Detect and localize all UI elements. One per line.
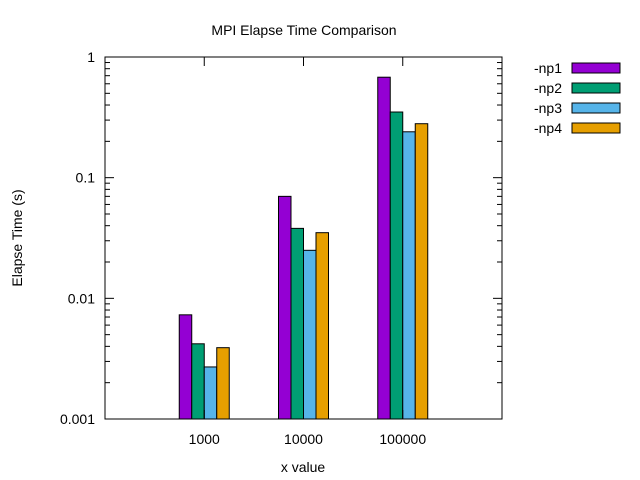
legend-label: -np1	[534, 60, 562, 76]
bars-group	[178, 76, 429, 420]
y-axis-ticks: 0.001 0.01 0.1 1	[60, 49, 502, 427]
y-tick-label: 0.01	[68, 290, 95, 306]
legend-label: -np2	[534, 80, 562, 96]
y-axis-label: Elapse Time (s)	[9, 189, 25, 286]
x-axis-label: x value	[281, 459, 326, 475]
y-tick-label: 1	[87, 49, 95, 65]
bar-np3-100000	[402, 131, 416, 420]
x-tick-label: 10000	[284, 431, 323, 447]
x-tick-label: 100000	[379, 431, 426, 447]
y-tick-label: 0.1	[76, 170, 96, 186]
bar-np4-1000	[216, 347, 230, 420]
legend-label: -np3	[534, 100, 562, 116]
bar-np1-1000	[178, 314, 193, 420]
chart-title: MPI Elapse Time Comparison	[211, 22, 396, 38]
legend-swatch	[571, 62, 621, 74]
legend: -np1 -np2 -np3 -np4	[534, 60, 621, 136]
x-axis-ticks: 1000 10000 100000	[189, 57, 426, 447]
bar-np1-10000	[278, 195, 292, 420]
legend-swatch	[571, 122, 621, 134]
legend-swatch	[571, 102, 621, 114]
bar-np3-1000	[203, 366, 218, 420]
bar-np2-1000	[191, 343, 205, 420]
bar-np3-10000	[303, 249, 317, 420]
legend-swatch	[571, 82, 621, 94]
bar-np4-100000	[414, 123, 429, 420]
bar-np2-100000	[389, 111, 404, 420]
bar-np1-100000	[377, 76, 391, 420]
y-tick-label: 0.001	[60, 411, 95, 427]
x-tick-label: 1000	[189, 431, 220, 447]
bar-np4-10000	[315, 232, 329, 420]
bar-np2-10000	[290, 227, 304, 420]
legend-label: -np4	[534, 120, 562, 136]
